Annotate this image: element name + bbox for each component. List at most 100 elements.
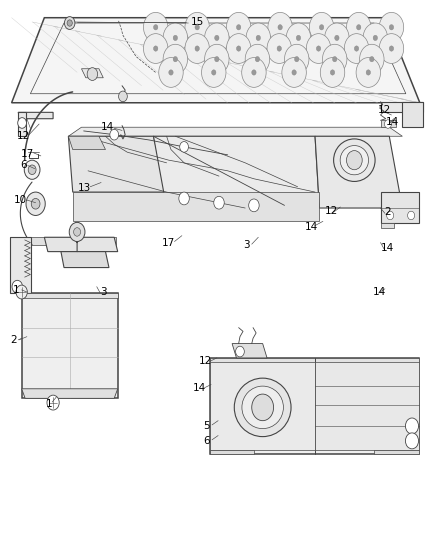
Circle shape <box>236 346 244 357</box>
Circle shape <box>205 23 229 53</box>
Circle shape <box>163 23 187 53</box>
Circle shape <box>344 34 369 63</box>
Text: 14: 14 <box>101 122 114 132</box>
Text: 3: 3 <box>100 287 106 297</box>
Polygon shape <box>11 237 31 293</box>
Polygon shape <box>381 102 424 112</box>
Text: 17: 17 <box>162 238 175 247</box>
Circle shape <box>354 46 359 51</box>
Circle shape <box>363 23 388 53</box>
Polygon shape <box>81 69 103 78</box>
Circle shape <box>144 34 168 63</box>
Circle shape <box>278 25 283 30</box>
Circle shape <box>28 165 36 174</box>
Text: 14: 14 <box>381 243 394 253</box>
Circle shape <box>212 70 216 75</box>
Circle shape <box>12 280 22 293</box>
Circle shape <box>110 130 119 140</box>
Circle shape <box>215 56 219 62</box>
Polygon shape <box>21 293 118 398</box>
Circle shape <box>67 20 72 26</box>
Circle shape <box>306 34 331 63</box>
Circle shape <box>64 17 75 29</box>
Polygon shape <box>68 127 403 136</box>
Text: 10: 10 <box>14 195 27 205</box>
Circle shape <box>16 285 27 299</box>
Circle shape <box>179 192 189 205</box>
Circle shape <box>285 44 309 74</box>
Bar <box>381 192 419 223</box>
Circle shape <box>153 46 158 51</box>
Polygon shape <box>18 112 53 119</box>
Circle shape <box>408 211 415 220</box>
Circle shape <box>195 46 199 51</box>
Circle shape <box>316 46 321 51</box>
Circle shape <box>370 56 374 62</box>
Circle shape <box>356 58 381 87</box>
Circle shape <box>373 35 378 41</box>
Circle shape <box>357 25 361 30</box>
Polygon shape <box>18 112 26 136</box>
Circle shape <box>205 44 229 74</box>
Circle shape <box>296 35 300 41</box>
Ellipse shape <box>242 386 283 429</box>
Circle shape <box>366 70 371 75</box>
Circle shape <box>31 198 40 209</box>
Polygon shape <box>11 237 117 245</box>
Circle shape <box>319 25 324 30</box>
Circle shape <box>195 25 199 30</box>
Circle shape <box>379 12 404 42</box>
Text: 12: 12 <box>378 104 392 115</box>
Polygon shape <box>68 136 166 192</box>
Circle shape <box>286 23 311 53</box>
Polygon shape <box>21 389 118 398</box>
Text: 15: 15 <box>191 17 204 27</box>
Circle shape <box>335 35 339 41</box>
Circle shape <box>87 68 98 80</box>
Circle shape <box>268 12 292 42</box>
Circle shape <box>249 199 259 212</box>
Circle shape <box>226 34 251 63</box>
Polygon shape <box>315 362 419 450</box>
Text: 14: 14 <box>193 383 206 393</box>
Ellipse shape <box>334 139 375 181</box>
Circle shape <box>74 228 81 236</box>
Polygon shape <box>210 362 315 450</box>
Circle shape <box>387 211 394 220</box>
Circle shape <box>406 418 419 434</box>
Circle shape <box>267 34 291 63</box>
Text: 14: 14 <box>373 287 386 297</box>
Text: 2: 2 <box>11 335 17 345</box>
Circle shape <box>325 23 349 53</box>
Circle shape <box>159 58 183 87</box>
Polygon shape <box>210 450 254 454</box>
Circle shape <box>379 34 404 63</box>
Text: 17: 17 <box>21 149 35 159</box>
Polygon shape <box>403 102 424 127</box>
Circle shape <box>346 151 362 169</box>
Text: 12: 12 <box>17 131 30 141</box>
Polygon shape <box>44 237 118 252</box>
Polygon shape <box>68 136 106 150</box>
Circle shape <box>214 196 224 209</box>
Circle shape <box>282 58 306 87</box>
Polygon shape <box>210 358 419 454</box>
Circle shape <box>346 12 371 42</box>
Circle shape <box>309 12 334 42</box>
Circle shape <box>360 44 384 74</box>
Circle shape <box>173 35 177 41</box>
Polygon shape <box>21 293 118 298</box>
Polygon shape <box>210 358 419 364</box>
Polygon shape <box>315 136 403 208</box>
Circle shape <box>292 70 296 75</box>
Circle shape <box>163 44 187 74</box>
Circle shape <box>255 56 260 62</box>
Text: 13: 13 <box>78 183 91 193</box>
Circle shape <box>237 46 241 51</box>
Circle shape <box>201 58 226 87</box>
Circle shape <box>332 56 337 62</box>
Polygon shape <box>153 136 319 208</box>
Circle shape <box>69 222 85 241</box>
Text: 12: 12 <box>325 206 338 216</box>
Circle shape <box>330 70 335 75</box>
